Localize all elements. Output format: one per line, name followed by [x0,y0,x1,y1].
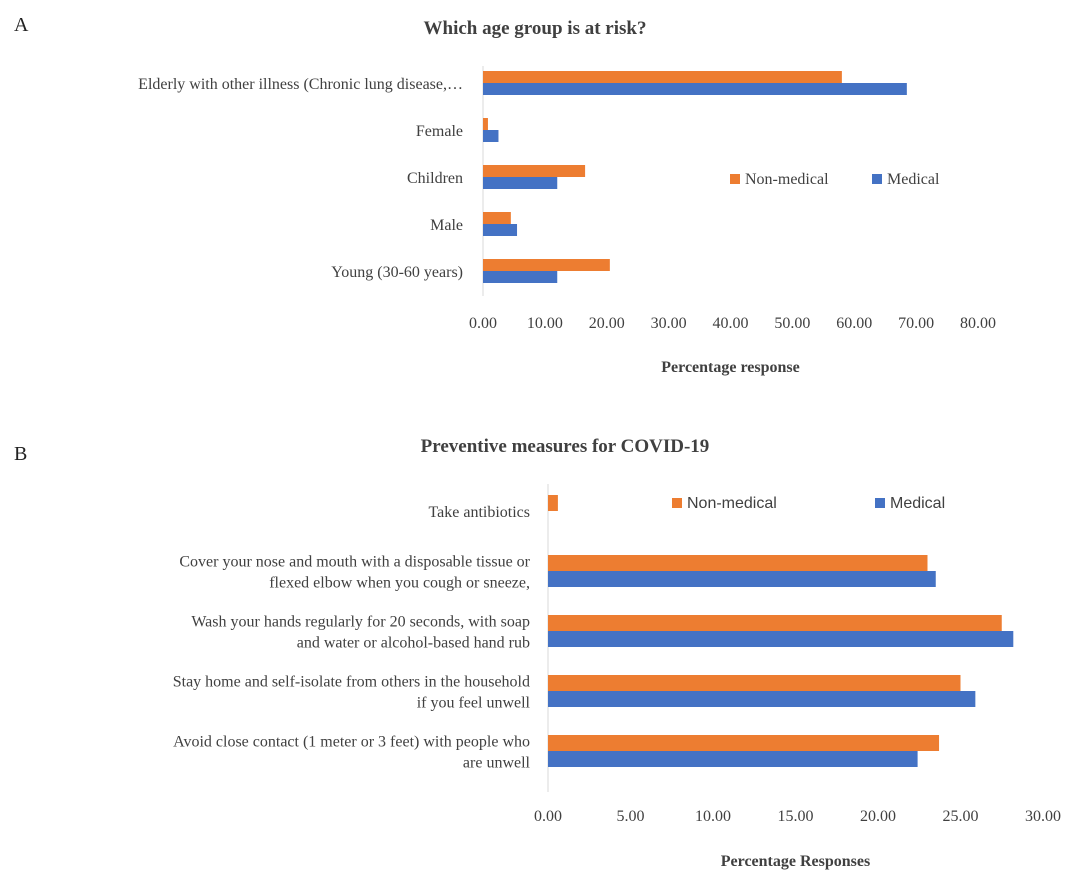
legend-swatch-non-medical [730,174,740,184]
category-label-4: Avoid close contact (1 meter or 3 feet) … [173,734,530,751]
panel-letter-a: A [14,14,29,36]
bar-medical-1 [483,130,499,142]
bar-medical-3 [483,224,518,236]
bar-medical-2 [548,631,1014,647]
bar-medical-4 [483,271,558,283]
bar-non-medical-4 [483,259,610,271]
x-tick-label: 20.00 [589,315,625,332]
bar-non-medical-0 [483,71,842,83]
legend-swatch-medical [872,174,882,184]
category-label-1: flexed elbow when you cough or sneeze, [269,575,530,592]
legend-label-medical: Medical [890,495,945,512]
category-label-1: Female [416,123,463,140]
x-tick-label: 40.00 [713,315,749,332]
category-label-3: if you feel unwell [417,695,531,712]
legend-label-non-medical: Non-medical [687,495,777,512]
x-tick-label: 70.00 [898,315,934,332]
category-label-4: are unwell [463,755,531,772]
x-tick-label: 15.00 [778,808,814,825]
bar-medical-0 [483,83,907,95]
category-label-2: Wash your hands regularly for 20 seconds… [191,614,530,631]
bar-medical-4 [548,751,918,767]
category-label-0: Elderly with other illness (Chronic lung… [138,76,463,93]
category-label-1: Cover your nose and mouth with a disposa… [179,554,530,571]
bar-non-medical-1 [548,555,928,571]
x-axis-title: Percentage response [661,359,799,376]
bar-non-medical-1 [483,118,488,130]
category-label-3: Stay home and self-isolate from others i… [173,674,530,691]
chart-title: Preventive measures for COVID-19 [421,436,710,457]
category-label-2: Children [407,170,463,187]
x-tick-label: 0.00 [469,315,497,332]
x-tick-label: 30.00 [1025,808,1061,825]
bar-medical-2 [483,177,558,189]
chart-title: Which age group is at risk? [424,18,647,39]
bar-non-medical-2 [483,165,586,177]
chart-a: Which age group is at risk? Elderly with … [138,18,996,376]
bar-medical-1 [548,571,936,587]
category-label-2: and water or alcohol-based hand rub [297,635,530,652]
bar-non-medical-0 [548,495,558,511]
x-tick-label: 25.00 [943,808,979,825]
x-tick-label: 0.00 [534,808,562,825]
category-label-4: Young (30-60 years) [331,264,463,281]
bar-non-medical-2 [548,615,1002,631]
bar-non-medical-3 [483,212,511,224]
x-tick-label: 10.00 [527,315,563,332]
x-tick-label: 80.00 [960,315,996,332]
category-label-3: Male [430,217,463,234]
x-tick-label: 50.00 [774,315,810,332]
x-tick-label: 10.00 [695,808,731,825]
x-tick-label: 60.00 [836,315,872,332]
legend-label-non-medical: Non-medical [745,171,829,188]
category-label-0: Take antibiotics [428,504,530,521]
x-tick-label: 20.00 [860,808,896,825]
legend-swatch-non-medical [672,498,682,508]
x-tick-label: 30.00 [651,315,687,332]
x-axis-title: Percentage Responses [721,853,870,870]
bar-non-medical-4 [548,735,940,751]
legend-label-medical: Medical [887,171,940,188]
panel-letter-b: B [14,443,28,465]
legend-swatch-medical [875,498,885,508]
bar-non-medical-3 [548,675,961,691]
bar-medical-3 [548,691,976,707]
x-tick-label: 5.00 [617,808,645,825]
